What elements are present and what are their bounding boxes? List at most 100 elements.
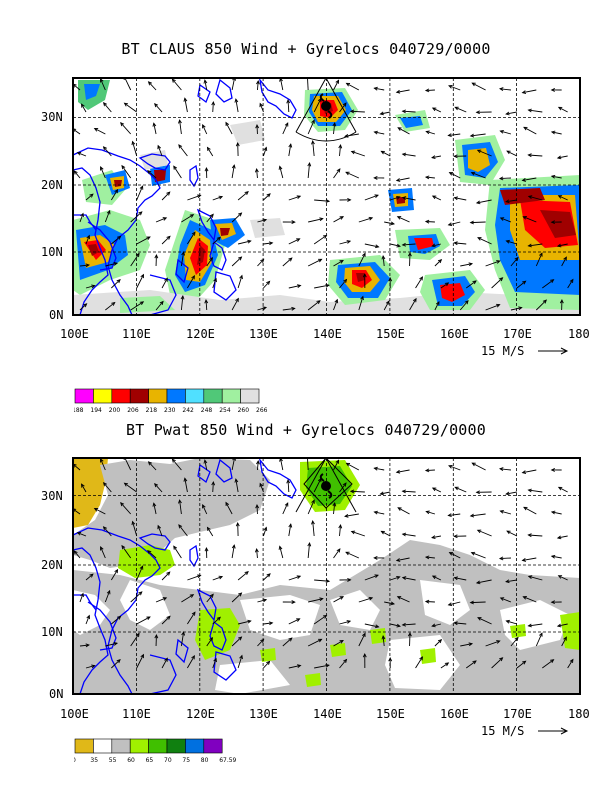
map2-wind-arrow [338, 524, 343, 537]
map2-lon-100e: 100E [60, 707, 89, 721]
map2-wind-arrow [180, 631, 186, 647]
map1-wind-arrow [231, 212, 243, 223]
map1-wind-arrow [407, 251, 412, 267]
map2-wind-arrow [314, 579, 331, 583]
map1-colorbar-swatch [166, 388, 186, 404]
map1-wind-arrow [527, 243, 543, 248]
map2-wind-arrow [305, 458, 310, 471]
map2-wind-arrow [154, 633, 159, 647]
map2-wind-arrow [476, 529, 492, 537]
map1-wind-arrow [434, 301, 440, 311]
map2-wind-arrow [104, 589, 111, 603]
map1-field [73, 78, 580, 315]
map1-lon-170e: 170E [503, 327, 532, 341]
map1-wind-arrow [263, 280, 271, 289]
map1-wind-arrow [187, 274, 195, 289]
map1-wind-arrow [154, 103, 163, 113]
map1-wind-arrow [181, 214, 195, 223]
map1-colorbar-swatch [111, 388, 131, 404]
map2-wind-arrow [147, 461, 157, 471]
map1-wind-arrow [202, 123, 208, 135]
map1-wind-arrow [470, 171, 486, 179]
map1-wind-arrow [254, 168, 259, 179]
map2-wind-arrow [424, 555, 435, 560]
map2-colorbar-swatch [129, 738, 149, 754]
map2-wind-arrow [395, 469, 410, 474]
map2-wind-arrow [358, 632, 366, 647]
map1-wind-arrow [358, 252, 366, 267]
map1-wind-arrow [521, 177, 537, 182]
map1-wind-arrow [313, 234, 328, 245]
map2-wind-arrow [161, 571, 171, 581]
map1-wind-arrow [471, 82, 486, 91]
map2-colorbar-swatch [93, 738, 113, 754]
map2-wind-arrow [440, 662, 450, 669]
map1-wind-arrow [380, 150, 391, 157]
map1-wind-arrow [431, 243, 442, 248]
map2-colorbar-tick-label: 67.59 [219, 757, 236, 764]
map2-wind-arrow [237, 571, 249, 581]
map1-wind-arrow [491, 277, 504, 289]
map1-wind-arrow [130, 252, 140, 267]
map2-wind-arrow [454, 486, 467, 493]
map1-lon-130e: 130E [249, 327, 278, 341]
map2-wind-arrow [313, 614, 328, 625]
map1-wind-arrow [475, 199, 492, 205]
map1-wind-arrow [373, 130, 385, 135]
map2-panel: 30N 20N 10N 0N 100E 110E 120E 130E 140E … [41, 457, 590, 738]
map1-gridlines [73, 78, 580, 315]
map1-wind-arrow [395, 89, 410, 94]
map1-wind-arrow [358, 295, 364, 311]
map1-wind-arrow [415, 276, 424, 289]
map1-wind-arrow [373, 86, 385, 91]
map1-wind-arrow [263, 241, 274, 246]
map2-gridlines [73, 458, 580, 694]
map2-wind-arrow [453, 621, 467, 626]
map1-wind-arrow [396, 216, 410, 223]
map1-wind-arrow [110, 188, 119, 201]
map1-wind-arrow [231, 297, 239, 311]
map1-colorbar: 188 194 200 206 218 230 242 248 254 260 266 [74, 388, 268, 414]
map1-wind-arrow [510, 256, 519, 267]
map2-wind-arrow [401, 622, 416, 627]
map1-wind-arrow [333, 168, 341, 179]
map1-wind-arrow [76, 151, 87, 157]
map2-wind-arrow [390, 575, 401, 581]
map2-wind-arrow [81, 483, 87, 493]
map2-wind-arrow [202, 503, 208, 515]
map2-wind-arrow [401, 489, 416, 494]
map2-wind-arrow [111, 659, 121, 669]
map1-lon-140e: 140E [313, 327, 342, 341]
map1-wind-arrow [523, 126, 537, 135]
map1-wind-arrow [104, 209, 111, 223]
map2-colorbar-tick-label: 80 [201, 757, 209, 764]
map2-lon-150e: 150E [376, 707, 405, 721]
map1-colorbar-tick-label: 188 [74, 407, 84, 414]
map1-wind-arrow [506, 150, 518, 157]
map1-wind-arrow [431, 107, 442, 113]
map1-wind-arrow [339, 197, 352, 202]
map1-wind-arrow [454, 106, 467, 113]
map1-vector-ref-arrow [538, 347, 569, 355]
map2-wind-arrow [256, 460, 260, 471]
map2-wind-arrow [434, 639, 443, 647]
map2-lon-120e: 120E [186, 707, 215, 721]
map2-wind-arrow [424, 599, 435, 604]
map2-vector-ref-arrow [538, 727, 569, 735]
map2-wind-arrow [206, 593, 214, 603]
map2-wind-arrow [527, 488, 543, 493]
map2-wind-arrow [390, 623, 401, 628]
map1-wind-arrow [453, 241, 467, 246]
map1-wind-arrow [171, 78, 182, 91]
map2-wind-arrow [373, 466, 385, 471]
map1-wind-arrow [307, 119, 315, 135]
map1-wind-arrow [485, 260, 501, 267]
map2-wind-arrow [311, 520, 315, 537]
map2-wind-arrow [475, 579, 492, 585]
map2-wind-arrow [373, 555, 385, 560]
map1-wind-arrow [178, 144, 188, 157]
map2-wind-arrow [345, 551, 360, 559]
map2-wind-arrow [527, 575, 543, 581]
map2-wind-arrow [362, 652, 367, 669]
map1-colorbar-tick-label: 266 [256, 407, 268, 414]
